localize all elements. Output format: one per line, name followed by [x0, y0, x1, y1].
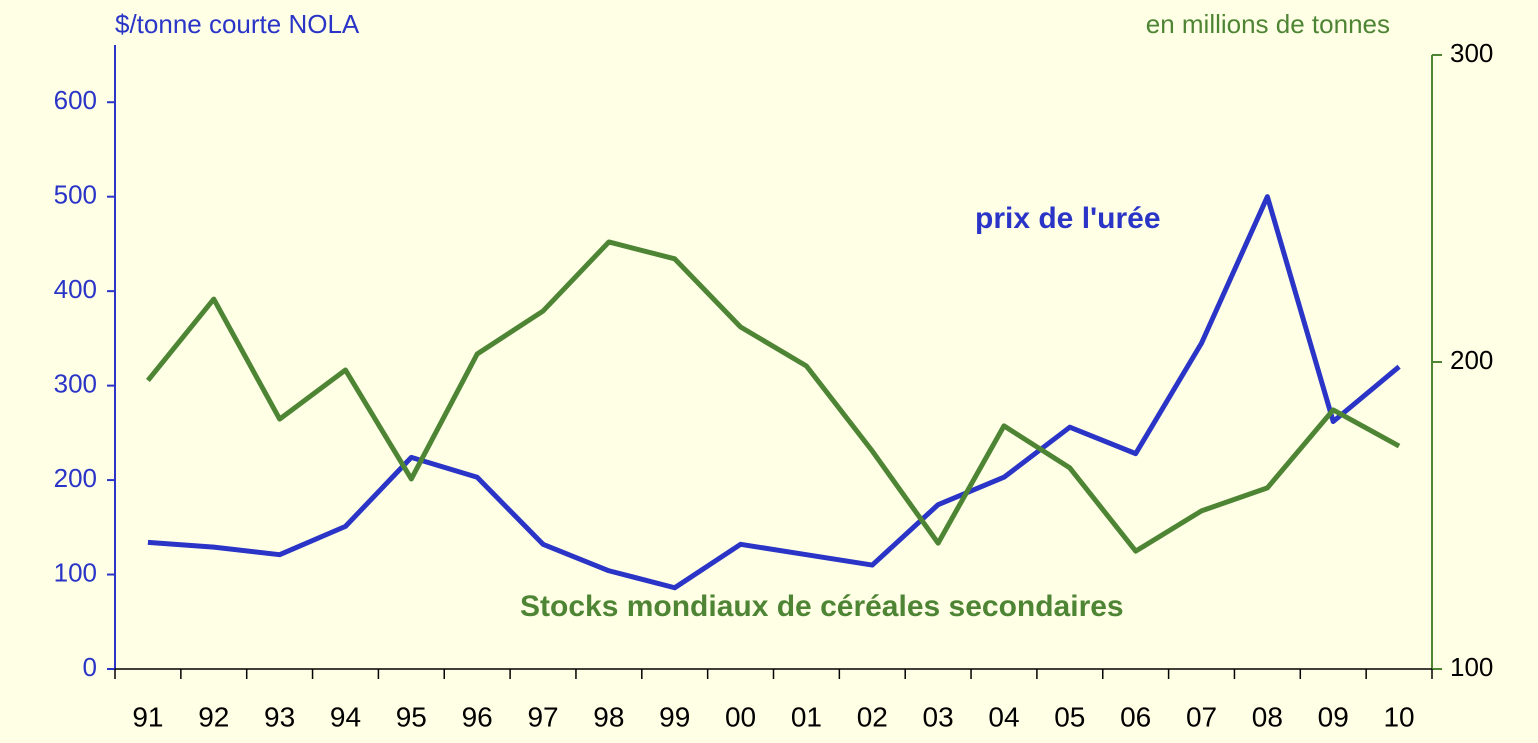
x-tick-label: 08: [1252, 701, 1283, 732]
x-tick-label: 03: [923, 701, 954, 732]
x-tick-label: 02: [857, 701, 888, 732]
x-tick-label: 93: [264, 701, 295, 732]
series-line: [145, 239, 1401, 554]
y-axis-label: $/tonne courte NOLA: [115, 9, 360, 39]
x-tick-label: 99: [659, 701, 690, 732]
x-tick-label: 97: [527, 701, 558, 732]
x-tick-label: 00: [725, 701, 756, 732]
y-tick-label: 300: [54, 368, 97, 398]
series-annotation: prix de l'urée: [975, 202, 1161, 235]
y-tick-label: 200: [54, 463, 97, 493]
y2-tick-label: 100: [1450, 652, 1493, 682]
x-tick-label: 01: [791, 701, 822, 732]
y-tick-label: 100: [54, 557, 97, 587]
x-tick-label: 04: [988, 701, 1019, 732]
x-tick-label: 07: [1186, 701, 1217, 732]
x-tick-label: 10: [1383, 701, 1414, 732]
y2-tick-label: 300: [1450, 38, 1493, 68]
series-line: [147, 194, 1401, 591]
y-tick-label: 500: [54, 180, 97, 210]
y2-tick-label: 200: [1450, 345, 1493, 375]
x-tick-label: 98: [593, 701, 624, 732]
x-tick-label: 96: [462, 701, 493, 732]
x-tick-label: 91: [132, 701, 163, 732]
series-annotation: Stocks mondiaux de céréales secondaires: [520, 590, 1124, 623]
y2-axis-label: en millions de tonnes: [1146, 9, 1390, 39]
x-tick-label: 09: [1318, 701, 1349, 732]
y-tick-label: 600: [54, 85, 97, 115]
x-tick-label: 94: [330, 701, 361, 732]
x-tick-label: 06: [1120, 701, 1151, 732]
x-tick-label: 95: [396, 701, 427, 732]
y-tick-label: 400: [54, 274, 97, 304]
x-tick-label: 05: [1054, 701, 1085, 732]
x-tick-label: 92: [198, 701, 229, 732]
y-tick-label: 0: [83, 652, 97, 682]
